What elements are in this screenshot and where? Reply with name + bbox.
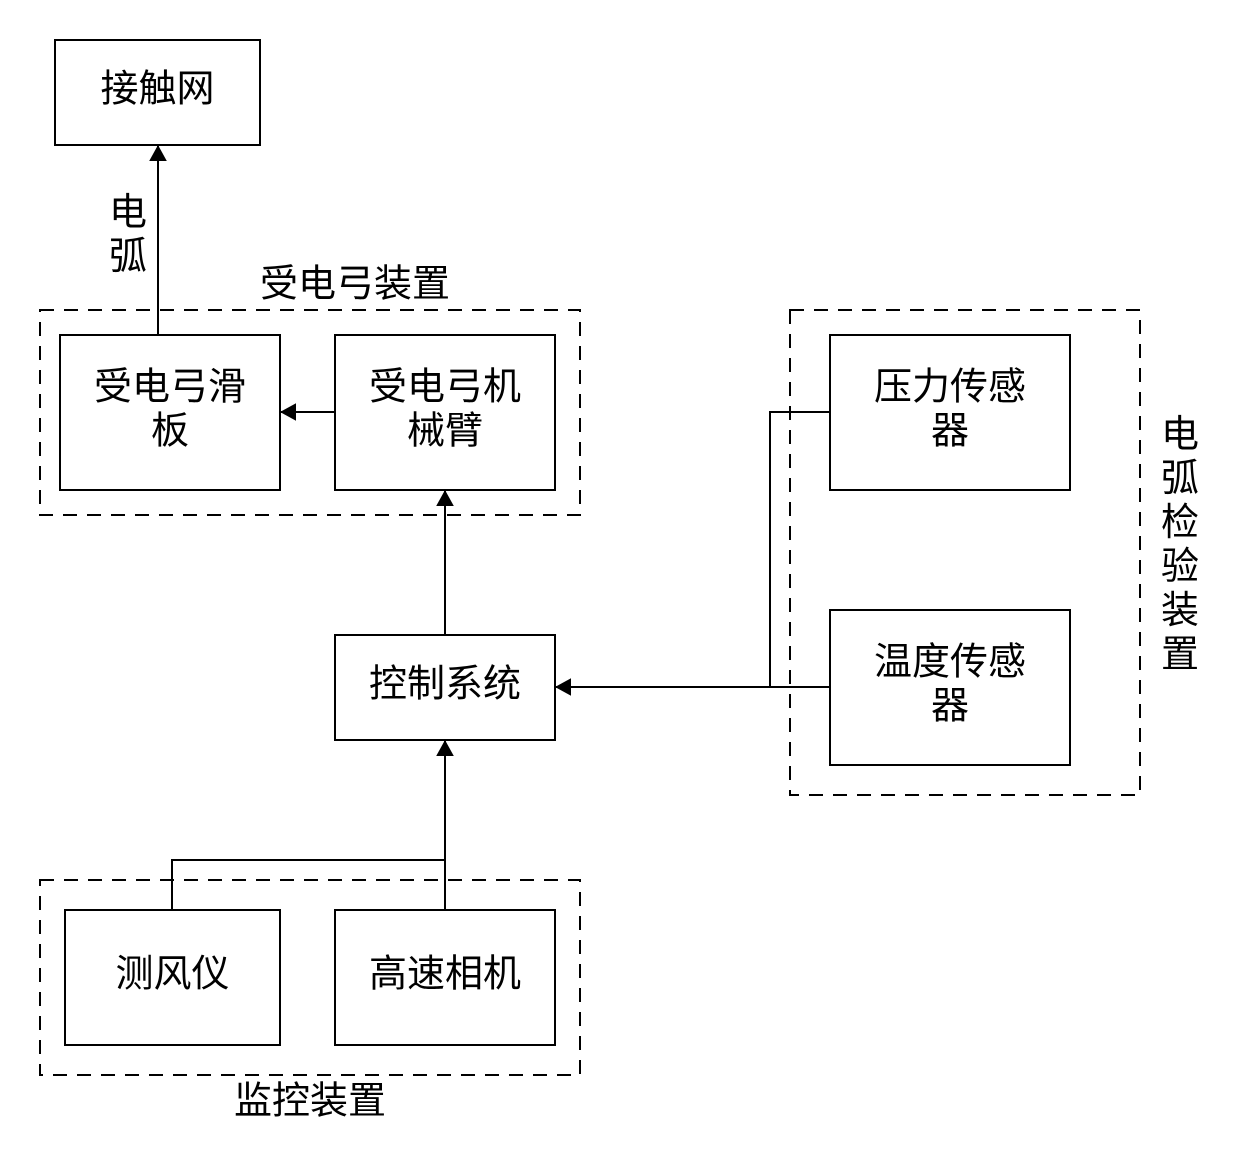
node-label: 测风仪: [115, 953, 229, 995]
node-anemometer: 测风仪: [65, 910, 280, 1045]
node-label: 高速相机: [369, 953, 521, 995]
group-label: 受电弓装置: [260, 264, 450, 306]
node-catenary: 接触网: [55, 40, 260, 145]
edge-arc_edge: 电弧: [109, 145, 158, 335]
group-label-vertical: 电弧检验装置: [1161, 414, 1199, 676]
edge-monitor_to_ctrl: [172, 740, 445, 910]
node-label: 控制系统: [369, 663, 521, 705]
edge-label: 电弧: [109, 192, 147, 278]
node-mech_arm: 受电弓机械臂: [335, 335, 555, 490]
node-pressure_sensor: 压力传感器: [830, 335, 1070, 490]
group-label: 监控装置: [234, 1081, 386, 1123]
node-temp_sensor: 温度传感器: [830, 610, 1070, 765]
edge-sensors_to_ctrl: [555, 412, 830, 687]
node-label: 接触网: [100, 68, 214, 110]
edge-path: [172, 740, 445, 910]
node-control_system: 控制系统: [335, 635, 555, 740]
node-hs_camera: 高速相机: [335, 910, 555, 1045]
node-slide_plate: 受电弓滑板: [60, 335, 280, 490]
edge-path: [555, 412, 830, 687]
